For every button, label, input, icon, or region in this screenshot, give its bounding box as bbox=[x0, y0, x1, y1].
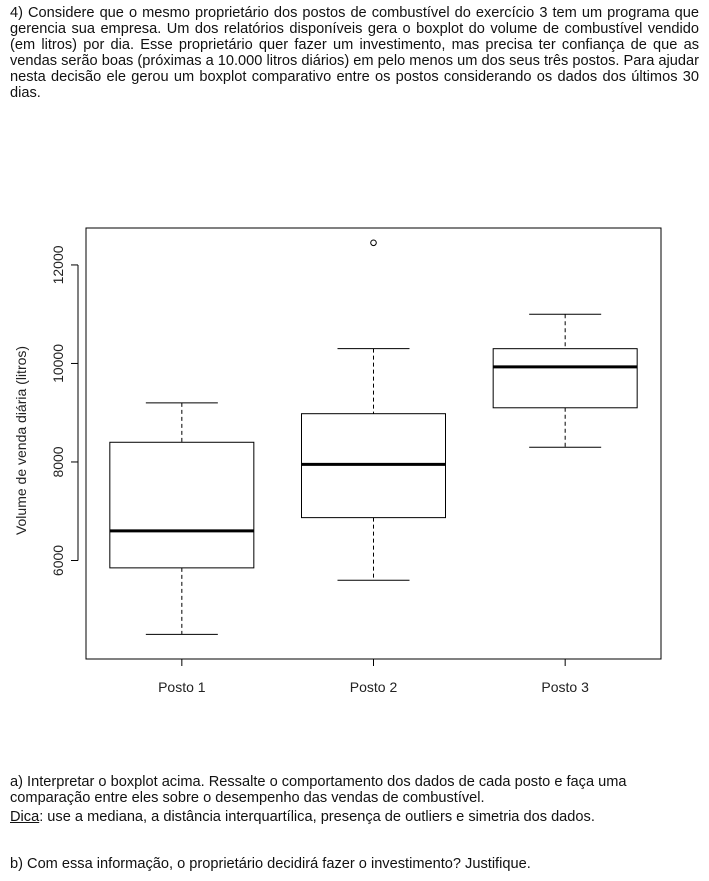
question-dica: Dica: use a mediana, a distância interqu… bbox=[10, 809, 699, 825]
question-item-b: b) Com essa informação, o proprietário d… bbox=[10, 856, 531, 872]
y-tick-label: 12000 bbox=[50, 245, 66, 284]
x-tick-label: Posto 3 bbox=[541, 679, 589, 695]
plot-area: 6000 8000 10000 12000 Volume de venda diária… bbox=[13, 227, 662, 695]
y-tick-label: 8000 bbox=[50, 446, 66, 477]
outlier-point bbox=[370, 239, 377, 247]
y-tick-label: 10000 bbox=[50, 344, 66, 383]
dica-label: Dica bbox=[10, 809, 40, 825]
y-axis-label: Volume de venda diária (litros) bbox=[13, 346, 29, 535]
question-item-a: a) Interpretar o boxplot acima. Ressalte… bbox=[10, 774, 627, 806]
box-iqr bbox=[492, 348, 638, 409]
y-tick-label: 6000 bbox=[50, 545, 66, 576]
dica-text: : use a mediana, a distância interquartí… bbox=[39, 809, 595, 825]
x-tick-label: Posto 2 bbox=[350, 679, 398, 695]
box-iqr bbox=[109, 441, 255, 569]
question-intro: 4) Considere que o mesmo proprietário do… bbox=[10, 5, 699, 101]
x-tick-label: Posto 1 bbox=[158, 679, 206, 695]
